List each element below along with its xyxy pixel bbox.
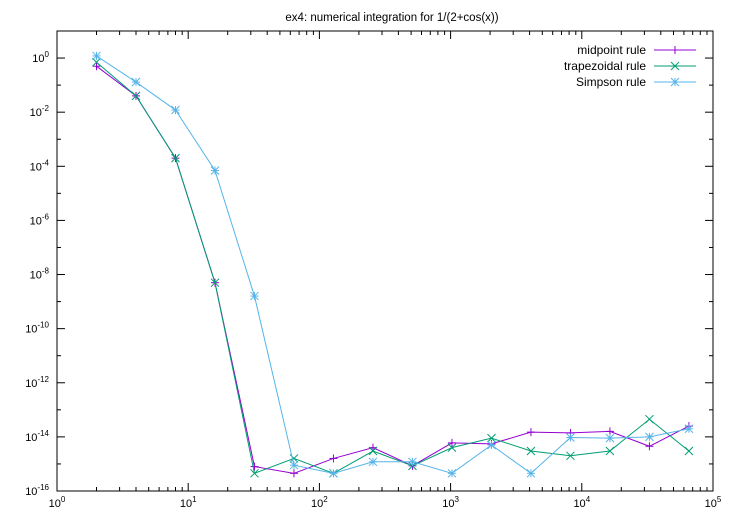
data-point xyxy=(92,57,101,67)
data-point xyxy=(605,433,615,443)
legend-marker xyxy=(670,61,680,71)
data-point xyxy=(605,446,615,456)
data-point xyxy=(645,414,654,424)
series-simpson-rule xyxy=(92,51,694,478)
series-layer xyxy=(92,51,694,478)
x-tick-label: 100 xyxy=(49,495,66,510)
series-line xyxy=(96,61,690,474)
legend-marker xyxy=(670,77,680,87)
x-tick-label: 104 xyxy=(573,495,590,510)
data-point xyxy=(447,438,456,447)
data-point xyxy=(250,291,259,301)
data-point xyxy=(171,153,180,163)
legend-marker xyxy=(671,46,679,54)
data-point xyxy=(487,440,496,450)
legend-label: midpoint rule xyxy=(577,43,646,57)
data-point xyxy=(684,446,694,456)
data-point xyxy=(447,468,457,478)
y-tick-label: 10-12 xyxy=(25,375,49,390)
data-point xyxy=(92,51,101,61)
y-tick-label: 10-2 xyxy=(30,104,50,119)
data-point xyxy=(329,454,338,463)
data-point xyxy=(447,443,457,453)
data-point xyxy=(250,462,259,471)
data-point xyxy=(368,446,378,456)
x-tick-label: 101 xyxy=(180,495,197,510)
series-line xyxy=(96,65,690,474)
data-point xyxy=(250,468,259,478)
data-point xyxy=(526,428,535,437)
data-point xyxy=(566,433,575,442)
y-tick-label: 10-14 xyxy=(25,429,49,444)
data-point xyxy=(487,433,496,443)
y-tick-label: 10-4 xyxy=(30,158,50,173)
data-point xyxy=(210,166,220,175)
data-point xyxy=(408,457,417,467)
data-point xyxy=(645,432,654,442)
plot-frame xyxy=(56,30,714,492)
data-point xyxy=(171,105,180,115)
y-tick-label: 10-10 xyxy=(25,321,49,336)
series-midpoint-rule xyxy=(92,62,693,478)
data-point xyxy=(210,278,220,288)
data-point xyxy=(131,77,141,87)
x-tick-label: 105 xyxy=(705,495,722,510)
plot-axes: 100 101 102 103 104 105 10-16 10-14 10-12 10-10 10… xyxy=(25,30,722,510)
chart-title: ex4: numerical integration for 1/(2+cos(… xyxy=(285,12,498,24)
data-point xyxy=(92,62,101,71)
legend-label: trapezoidal rule xyxy=(564,59,646,73)
y-tick-label: 100 xyxy=(32,50,49,65)
data-point xyxy=(645,442,654,451)
data-point xyxy=(684,424,694,434)
data-point xyxy=(289,469,298,478)
series-line xyxy=(96,55,690,474)
data-point xyxy=(289,460,299,470)
data-point xyxy=(368,443,377,452)
legend-label: Simpson rule xyxy=(576,75,646,89)
series-trapezoidal-rule xyxy=(92,57,694,478)
data-point xyxy=(566,451,575,461)
data-point xyxy=(408,461,417,471)
y-tick-label: 10-16 xyxy=(25,483,49,498)
x-tick-label: 103 xyxy=(442,495,459,510)
y-tick-label: 10-6 xyxy=(30,212,50,227)
data-point xyxy=(605,427,614,436)
y-tick-label: 10-8 xyxy=(30,267,50,282)
data-point xyxy=(526,468,536,478)
legend: midpoint rule trapezoidal rule Simpson rul… xyxy=(564,43,696,89)
data-point xyxy=(329,468,338,478)
x-tick-label: 102 xyxy=(311,495,328,510)
data-point xyxy=(368,457,378,467)
data-point xyxy=(526,446,536,456)
data-point xyxy=(131,91,141,101)
